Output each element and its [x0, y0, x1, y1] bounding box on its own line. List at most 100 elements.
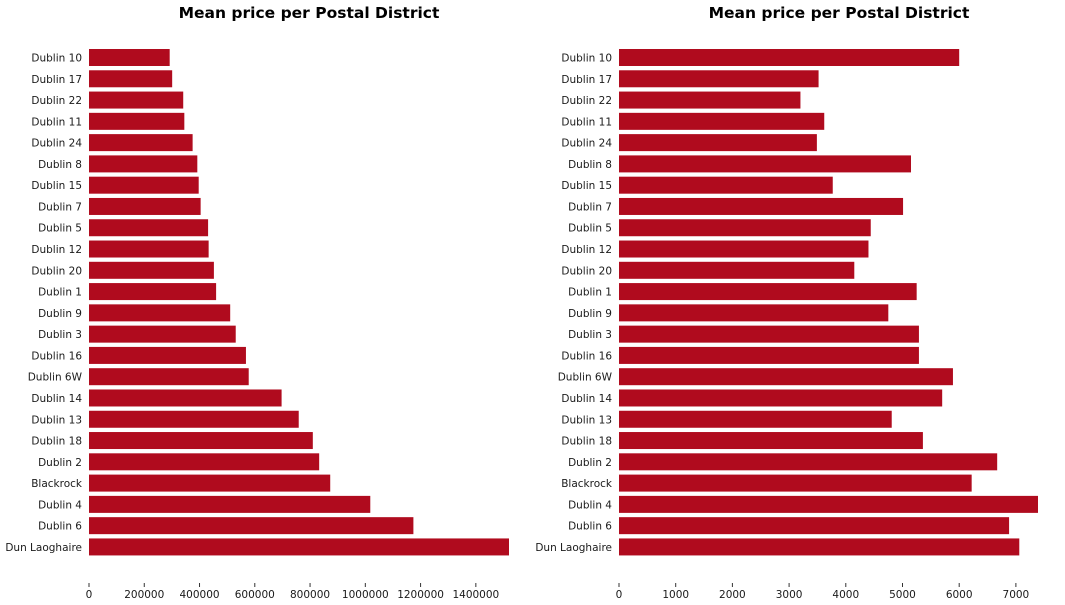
bar [89, 49, 170, 66]
bar [619, 389, 943, 407]
category-label: Dublin 13 [561, 414, 612, 426]
category-label: Dublin 6 [568, 521, 612, 533]
category-label: Dublin 10 [31, 53, 82, 65]
x-tick-label: 6000 [946, 589, 973, 601]
category-label: Dublin 22 [31, 95, 82, 107]
category-label: Dublin 13 [31, 414, 82, 426]
category-label: Dublin 2 [38, 457, 82, 469]
x-tick-label: 1400000 [452, 589, 499, 601]
x-tick-label: 3000 [776, 589, 803, 601]
category-label: Dublin 8 [38, 159, 82, 171]
bar [619, 197, 904, 215]
category-label: Dublin 16 [31, 350, 82, 362]
bar [619, 219, 871, 237]
bar [619, 432, 923, 450]
category-label: Dublin 7 [568, 201, 612, 213]
category-label: Dublin 5 [568, 223, 612, 235]
bar [89, 176, 199, 194]
bar [89, 219, 209, 237]
bar [619, 134, 817, 152]
bar [89, 325, 236, 343]
category-label: Dublin 4 [568, 499, 612, 511]
bar [619, 91, 801, 109]
bar [89, 538, 509, 556]
bar [89, 70, 173, 88]
category-label: Dublin 9 [38, 308, 82, 320]
category-label: Dublin 11 [561, 116, 612, 128]
category-label: Dublin 12 [31, 244, 82, 256]
bar [89, 410, 299, 428]
bar [619, 325, 919, 343]
mean-price-per-m2-chart: Mean price per Postal District Dublin 10… [535, 4, 1038, 601]
bar [89, 368, 249, 386]
category-label: Dublin 24 [561, 138, 612, 150]
category-label: Dublin 15 [561, 180, 612, 192]
category-label: Dublin 20 [561, 265, 612, 277]
category-label: Dublin 12 [561, 244, 612, 256]
category-label: Dublin 14 [31, 393, 82, 405]
bar [89, 112, 185, 130]
category-label: Dublin 7 [38, 201, 82, 213]
category-label: Dun Laoghaire [5, 542, 82, 554]
mean-price-chart: Mean price per Postal District Dublin 10… [5, 4, 509, 601]
category-label: Dublin 4 [38, 499, 82, 511]
x-tick-label: 200000 [124, 589, 164, 601]
x-tick-label: 400000 [179, 589, 219, 601]
bar [89, 240, 209, 258]
category-label: Dublin 2 [568, 457, 612, 469]
chart-title: Mean price per Postal District [179, 4, 440, 22]
bar [619, 304, 889, 322]
bar [89, 134, 193, 152]
bar [89, 432, 313, 450]
category-label: Dublin 15 [31, 180, 82, 192]
category-label: Dublin 17 [31, 74, 82, 86]
bar [89, 453, 320, 471]
bar [619, 410, 892, 428]
bar [89, 155, 198, 173]
category-label: Dun Laoghaire [535, 542, 612, 554]
category-label: Dublin 16 [561, 350, 612, 362]
bar [89, 517, 414, 535]
bar [619, 517, 1010, 535]
category-label: Dublin 11 [31, 116, 82, 128]
category-label: Dublin 1 [568, 287, 612, 299]
bar [619, 474, 972, 492]
bar [89, 91, 184, 109]
bar [89, 261, 214, 279]
category-label: Dublin 18 [561, 436, 612, 448]
category-label: Dublin 6W [558, 372, 613, 384]
bar [89, 304, 231, 322]
bar [89, 197, 201, 215]
category-label: Dublin 20 [31, 265, 82, 277]
bar [619, 283, 917, 301]
category-label: Dublin 18 [31, 436, 82, 448]
bar [619, 240, 869, 258]
category-label: Dublin 17 [561, 74, 612, 86]
bar [619, 112, 825, 130]
category-label: Dublin 14 [561, 393, 612, 405]
category-label: Dublin 8 [568, 159, 612, 171]
x-tick-label: 1000 [662, 589, 689, 601]
x-tick-label: 600000 [235, 589, 275, 601]
category-label: Dublin 10 [561, 53, 612, 65]
category-label: Dublin 6 [38, 521, 82, 533]
bar [619, 538, 1020, 556]
x-tick-label: 5000 [889, 589, 916, 601]
bar [619, 176, 833, 194]
bar [89, 283, 217, 301]
x-tick-label: 1000000 [342, 589, 389, 601]
x-tick-label: 2000 [719, 589, 746, 601]
bar [619, 368, 953, 386]
bar [619, 346, 919, 364]
bar [89, 495, 371, 513]
category-label: Dublin 22 [561, 95, 612, 107]
category-label: Dublin 3 [568, 329, 612, 341]
bar [89, 389, 282, 407]
x-tick-label: 4000 [832, 589, 859, 601]
bar [619, 70, 819, 88]
bar [619, 49, 960, 66]
bar [619, 495, 1038, 513]
category-label: Dublin 1 [38, 287, 82, 299]
category-label: Dublin 6W [28, 372, 83, 384]
